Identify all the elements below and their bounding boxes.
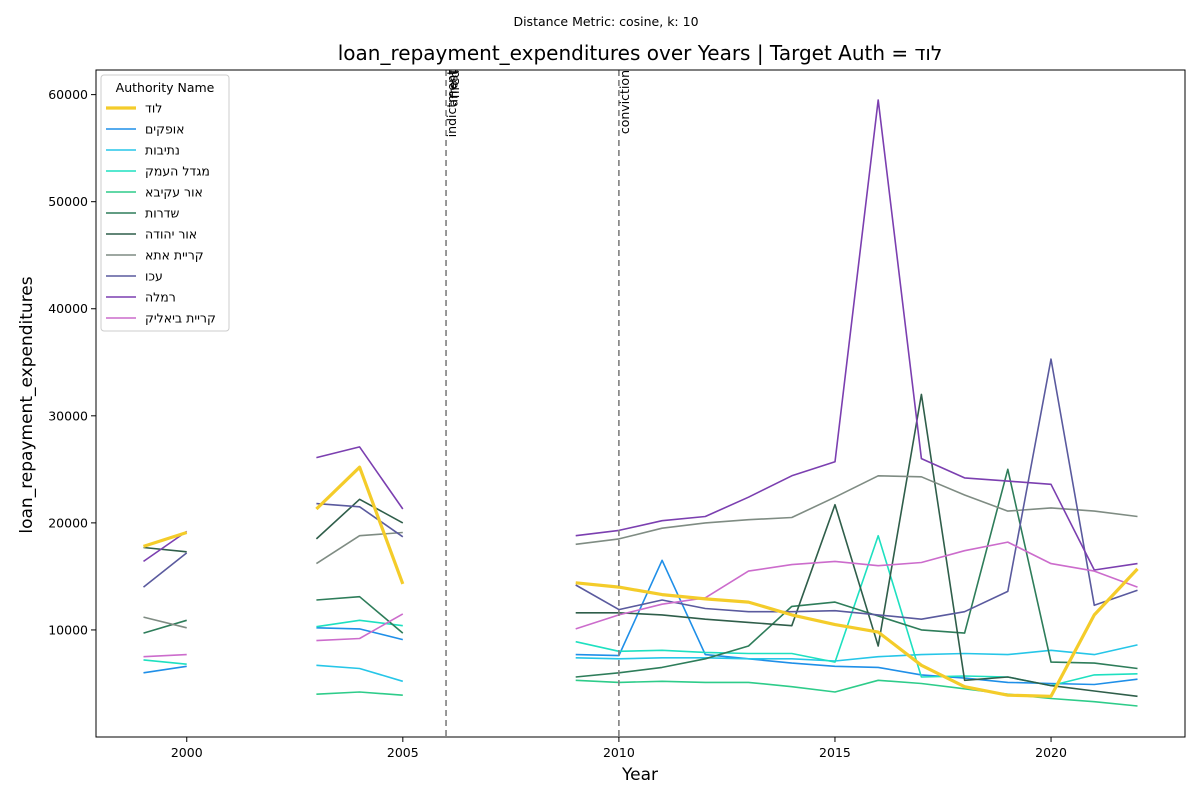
y-tick-label-60000: 60000 xyxy=(48,87,88,102)
x-tick-label-2015: 2015 xyxy=(819,745,851,760)
x-tick-label-2000: 2000 xyxy=(171,745,203,760)
legend-label-נתיבות: נתיבות xyxy=(145,143,180,158)
series-line-עכו-0 xyxy=(143,552,188,588)
series-line-לוד-1 xyxy=(315,465,405,585)
legend-label-אור-עקיבא: אור עקיבא xyxy=(145,185,203,200)
series-line-קריית-ביאליק-1 xyxy=(316,613,404,642)
y-tick-label-50000: 50000 xyxy=(48,194,88,209)
series-line-אור-עקיבא-0 xyxy=(316,691,403,696)
legend-label-אופקים: אופקים xyxy=(145,122,185,137)
series-line-מגדל-העמק-2 xyxy=(575,534,1138,687)
series-line-קריית-אתא-0 xyxy=(143,616,187,629)
x-tick-label-2010: 2010 xyxy=(603,745,635,760)
series-line-שדרות-2 xyxy=(575,468,1138,678)
legend-items: לוד אופקים נתיבות מגדל העמק אור עקיבא שדרות או… xyxy=(106,101,216,326)
series-line-קריית-אתא-2 xyxy=(575,475,1138,546)
plot-frame xyxy=(95,69,1186,738)
chart-suptitle: Distance Metric: cosine, k: 10 xyxy=(513,14,698,29)
legend-label-קריית-אתא: קריית אתא xyxy=(145,248,204,263)
series-line-נתיבות-0 xyxy=(316,664,404,683)
y-axis-label: loan_repayment_expenditures xyxy=(17,276,37,533)
series-line-מגדל-העמק-0 xyxy=(143,659,187,665)
event-label-conviction: conviction xyxy=(617,70,632,134)
series-line-שדרות-1 xyxy=(316,595,404,634)
series-line-קריית-ביאליק-2 xyxy=(575,541,1138,630)
series-line-אור-יהודה-0 xyxy=(143,546,187,553)
event-label-arrest: arrest xyxy=(446,70,461,107)
series-line-קריית-אתא-1 xyxy=(315,531,403,565)
series-line-לוד-2 xyxy=(575,567,1139,698)
series-line-אור-יהודה-1 xyxy=(315,498,404,540)
legend: Authority Name לוד אופקים נתיבות מגדל העמק א… xyxy=(100,74,230,332)
y-tick-label-30000: 30000 xyxy=(48,408,88,423)
series-line-קריית-ביאליק-0 xyxy=(143,653,187,658)
legend-label-רמלה: רמלה xyxy=(145,290,176,305)
legend-label-שדרות: שדרות xyxy=(145,206,180,221)
legend-label-קריית-ביאליק: קריית ביאליק xyxy=(145,311,216,326)
y-tick-label-20000: 20000 xyxy=(48,515,88,530)
series-line-אופקים-2 xyxy=(575,559,1138,686)
legend-label-אור-יהודה: אור יהודה xyxy=(145,227,197,242)
series-layer xyxy=(143,99,1139,707)
legend-label-עכו: עכו xyxy=(145,269,163,284)
event-label-fired: fired xyxy=(447,70,462,98)
event-label-indictment: indictment xyxy=(444,70,459,137)
series-line-עכו-2 xyxy=(575,358,1138,620)
series-line-רמלה-2 xyxy=(575,99,1138,571)
series-line-שדרות-0 xyxy=(143,619,187,634)
ticks-layer: 2000 2005 2010 2015 2020 10000 20000 30000 40000… xyxy=(48,87,1067,760)
y-tick-label-10000: 10000 xyxy=(48,622,88,637)
series-line-אור-עקיבא-1 xyxy=(575,679,1138,707)
x-axis-label: Year xyxy=(621,765,658,785)
series-line-אור-יהודה-2 xyxy=(575,393,1138,698)
series-line-מגדל-העמק-1 xyxy=(316,619,403,628)
legend-box xyxy=(100,74,230,332)
x-tick-label-2005: 2005 xyxy=(387,745,419,760)
legend-label-לוד: לוד xyxy=(145,101,162,116)
legend-label-מגדל-העמק: מגדל העמק xyxy=(145,164,210,179)
series-line-עכו-1 xyxy=(316,502,404,538)
series-line-אופקים-1 xyxy=(316,627,403,641)
series-line-נתיבות-1 xyxy=(575,644,1138,662)
y-tick-label-40000: 40000 xyxy=(48,301,88,316)
series-line-רמלה-1 xyxy=(316,446,404,510)
series-line-לוד-0 xyxy=(143,530,188,548)
legend-title: Authority Name xyxy=(116,80,215,95)
x-tick-label-2020: 2020 xyxy=(1035,745,1067,760)
series-line-אופקים-0 xyxy=(143,665,187,674)
chart-title: loan_repayment_expenditures over Years |… xyxy=(338,41,943,65)
